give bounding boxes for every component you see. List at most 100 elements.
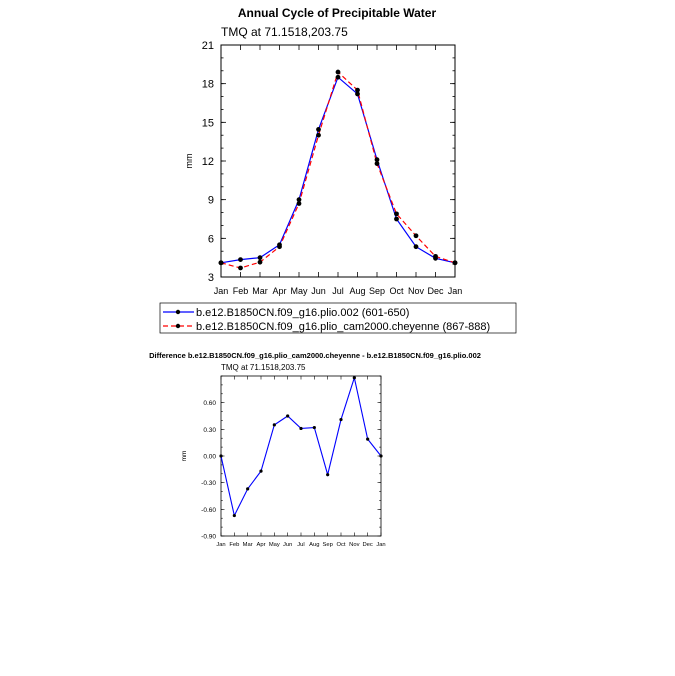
c1-data-point: [374, 161, 380, 166]
legend-label-1: b.e12.B1850CN.f09_g16.plio.002 (601-650): [196, 307, 409, 319]
chart2-ylabel: mm: [181, 451, 188, 462]
chart2-x-tick-labels: Jan Feb Mar Apr May Jun Jul Aug Sep Oct Nov Dec Jan: [216, 542, 385, 548]
c1-ytick-label: 9: [208, 195, 214, 207]
annual-cycle-chart: Annual Cycle of Precipitable Water TMQ a…: [184, 6, 462, 296]
c1-ytick-label: 18: [202, 79, 214, 91]
c1-ytick-label: 6: [208, 233, 214, 245]
c2-ytick-label: -0.60: [201, 507, 216, 514]
c1-xtick-label: May: [290, 286, 308, 296]
chart1-ylabel: mm: [184, 154, 194, 169]
c2-data-point: [352, 376, 356, 380]
c2-data-point: [219, 454, 223, 458]
c1-data-point: [238, 265, 243, 271]
chart1-series: [218, 69, 458, 271]
c1-data-point: [433, 253, 438, 259]
chart1-subtitle: TMQ at 71.1518,203.75: [221, 25, 348, 39]
c1-xtick-label: Feb: [233, 286, 249, 296]
c1-data-point: [394, 216, 399, 222]
c2-xtick-label: Jun: [283, 542, 292, 548]
c2-xtick-label: Sep: [323, 542, 333, 548]
c1-xtick-label: Jan: [214, 286, 229, 296]
c2-xtick-label: Dec: [363, 542, 373, 548]
c2-data-point: [339, 417, 343, 422]
chart1-axes: [220, 44, 456, 278]
c1-xtick-label: Mar: [252, 286, 268, 296]
c1-data-point: [257, 259, 263, 265]
c2-xtick-label: Oct: [336, 542, 345, 548]
c1-xtick-label: Aug: [349, 286, 365, 296]
c2-data-point: [366, 437, 370, 441]
c1-series-line-2: [220, 70, 456, 269]
c2-data-point: [246, 487, 250, 491]
c1-data-point: [394, 211, 399, 217]
c1-data-point: [374, 157, 380, 163]
c1-data-point: [316, 127, 321, 132]
c2-ytick-label: -0.30: [201, 480, 216, 487]
c1-ytick-label: 3: [208, 272, 214, 284]
c2-ytick-label: 0.00: [203, 454, 216, 461]
chart2-axes: [220, 375, 382, 537]
c2-xtick-label: Nov: [349, 542, 359, 548]
c1-data-point: [296, 201, 302, 206]
c1-ytick-label: 21: [202, 40, 214, 52]
c1-xtick-label: Oct: [389, 286, 404, 296]
c1-plot-frame: [220, 44, 456, 278]
c1-data-point: [238, 257, 243, 262]
c2-data-point: [379, 454, 383, 458]
c1-data-point: [335, 74, 341, 80]
c2-xtick-label: May: [269, 542, 280, 548]
c1-xtick-label: Sep: [369, 286, 385, 296]
c1-data-point: [218, 260, 224, 266]
c1-xtick-label: Nov: [408, 286, 425, 296]
chart1-title: Annual Cycle of Precipitable Water: [238, 6, 437, 20]
chart1-legend: b.e12.B1850CN.f09_g16.plio.002 (601-650)…: [159, 302, 517, 334]
c2-xtick-label: Apr: [256, 542, 265, 548]
c2-xtick-label: Jul: [297, 542, 304, 548]
chart2-title: Difference b.e12.B1850CN.f09_g16.plio_ca…: [149, 351, 481, 360]
c2-data-point: [286, 414, 290, 418]
c2-xtick-label: Aug: [309, 542, 319, 548]
c2-xtick-label: Jan: [376, 542, 385, 548]
c1-data-point: [316, 132, 321, 138]
c2-series-line-1: [220, 375, 382, 518]
c1-xtick-label: Dec: [427, 286, 444, 296]
c1-data-point: [257, 255, 263, 261]
c1-xtick-label: Jun: [311, 286, 326, 296]
chart1-y-tick-labels: 3 6 9 12 15 18 21: [202, 40, 214, 284]
c1-data-point: [277, 244, 282, 250]
c1-ytick-label: 12: [202, 156, 214, 168]
chart2-y-tick-labels: -0.90 -0.60 -0.30 0.00 0.30 0.60: [201, 400, 216, 540]
c2-ytick-label: -0.90: [201, 534, 216, 541]
c2-xtick-label: Feb: [229, 542, 239, 548]
c2-xtick-label: Jan: [216, 542, 225, 548]
c1-xtick-label: Apr: [272, 286, 286, 296]
legend-marker-1: [175, 309, 181, 315]
c1-data-point: [296, 197, 302, 203]
c2-data-point: [259, 469, 263, 473]
c2-xtick-label: Mar: [243, 542, 253, 548]
chart2-subtitle: TMQ at 71.1518,203.75: [221, 363, 306, 372]
c2-data-point: [232, 513, 236, 518]
c2-ytick-label: 0.60: [203, 400, 216, 407]
c2-data-point: [272, 423, 276, 427]
c1-xtick-label: Jul: [332, 286, 344, 296]
c1-data-point: [413, 244, 419, 250]
c2-plot-frame: [220, 375, 382, 537]
c1-data-point: [355, 87, 360, 93]
chart1-x-tick-labels: Jan Feb Mar Apr May Jun Jul Aug Sep Oct Nov Dec Jan: [214, 286, 463, 296]
legend-marker-2: [175, 323, 181, 329]
c1-ytick-label: 15: [202, 117, 214, 129]
legend-box: [159, 302, 517, 334]
c1-data-point: [335, 69, 341, 75]
c1-xtick-label: Jan: [448, 286, 463, 296]
chart2-series: [219, 375, 383, 518]
c1-series-line-1: [220, 76, 456, 264]
c2-data-point: [312, 425, 316, 430]
difference-chart: Difference b.e12.B1850CN.f09_g16.plio_ca…: [149, 351, 481, 548]
c2-ytick-label: 0.30: [203, 427, 216, 434]
c1-data-point: [413, 233, 419, 239]
legend-label-2: b.e12.B1850CN.f09_g16.plio_cam2000.cheye…: [196, 321, 490, 333]
c1-data-point: [355, 91, 360, 97]
c1-data-point: [452, 260, 458, 266]
